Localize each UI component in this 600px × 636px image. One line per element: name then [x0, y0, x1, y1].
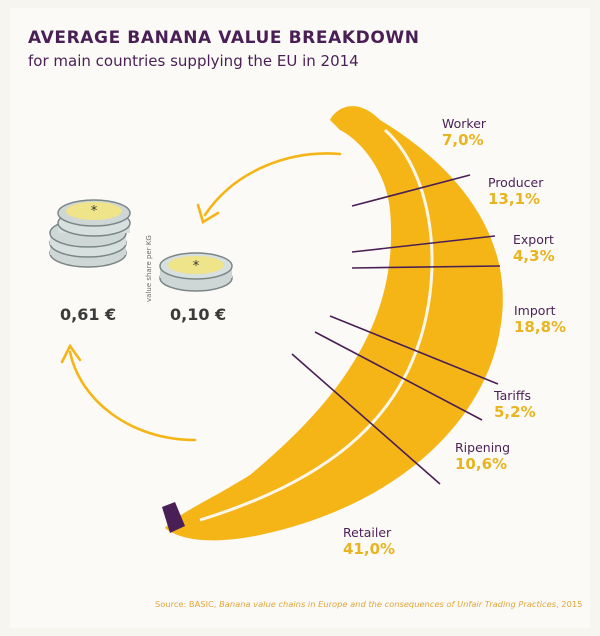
segment-label-retailer: Retailer 41,0%	[343, 525, 395, 558]
segment-value: 4,3%	[513, 247, 555, 265]
segment-value: 13,1%	[488, 190, 541, 208]
segment-label-tariffs: Tariffs 5,2%	[494, 388, 536, 421]
segment-label-ripening: Ripening 10,6%	[455, 440, 510, 473]
source-suffix: , 2015	[556, 599, 583, 609]
source-note: Source: BASIC, Banana value chains in Eu…	[155, 599, 582, 609]
chart-title: AVERAGE BANANA VALUE BREAKDOWN	[28, 28, 420, 48]
arrow-top-icon	[196, 152, 342, 224]
segment-label-export: Export 4,3%	[513, 232, 555, 265]
stack-value-label: 0,61 €	[60, 305, 117, 324]
segment-value: 5,2%	[494, 403, 536, 421]
segment-value: 10,6%	[455, 455, 508, 473]
segment-name: Worker	[442, 116, 487, 131]
chart-subtitle: for main countries supplying the EU in 2…	[28, 52, 359, 70]
segment-name: Tariffs	[494, 388, 531, 403]
segment-label-producer: Producer 13,1%	[488, 175, 543, 208]
banana-stripe	[199, 128, 434, 522]
single-value-label: 0,10 €	[170, 305, 227, 324]
arrow-bottom-icon	[60, 343, 197, 442]
segment-name: Import	[514, 303, 556, 318]
banana-body	[165, 106, 503, 541]
segment-value: 18,8%	[514, 318, 567, 336]
value-share-axis-label: value share per KG	[145, 235, 153, 302]
source-prefix: Source: BASIC,	[155, 599, 220, 609]
segment-value: 41,0%	[343, 540, 396, 558]
coin-stack-icon: *	[49, 199, 131, 268]
single-coin-icon: *	[159, 252, 233, 292]
source-title: Banana value chains in Europe and the co…	[219, 599, 557, 609]
segment-label-worker: Worker 7,0%	[442, 116, 486, 149]
svg-text:*: *	[193, 259, 200, 274]
segment-name: Retailer	[343, 525, 392, 540]
banana-tip-icon	[162, 502, 185, 533]
segment-name: Ripening	[455, 440, 511, 455]
segment-label-import: Import 18,8%	[514, 303, 566, 336]
segment-value: 7,0%	[442, 131, 484, 149]
svg-text:*: *	[91, 204, 98, 219]
segment-dividers	[291, 174, 501, 485]
segment-name: Producer	[488, 175, 544, 190]
segment-name: Export	[513, 232, 554, 247]
